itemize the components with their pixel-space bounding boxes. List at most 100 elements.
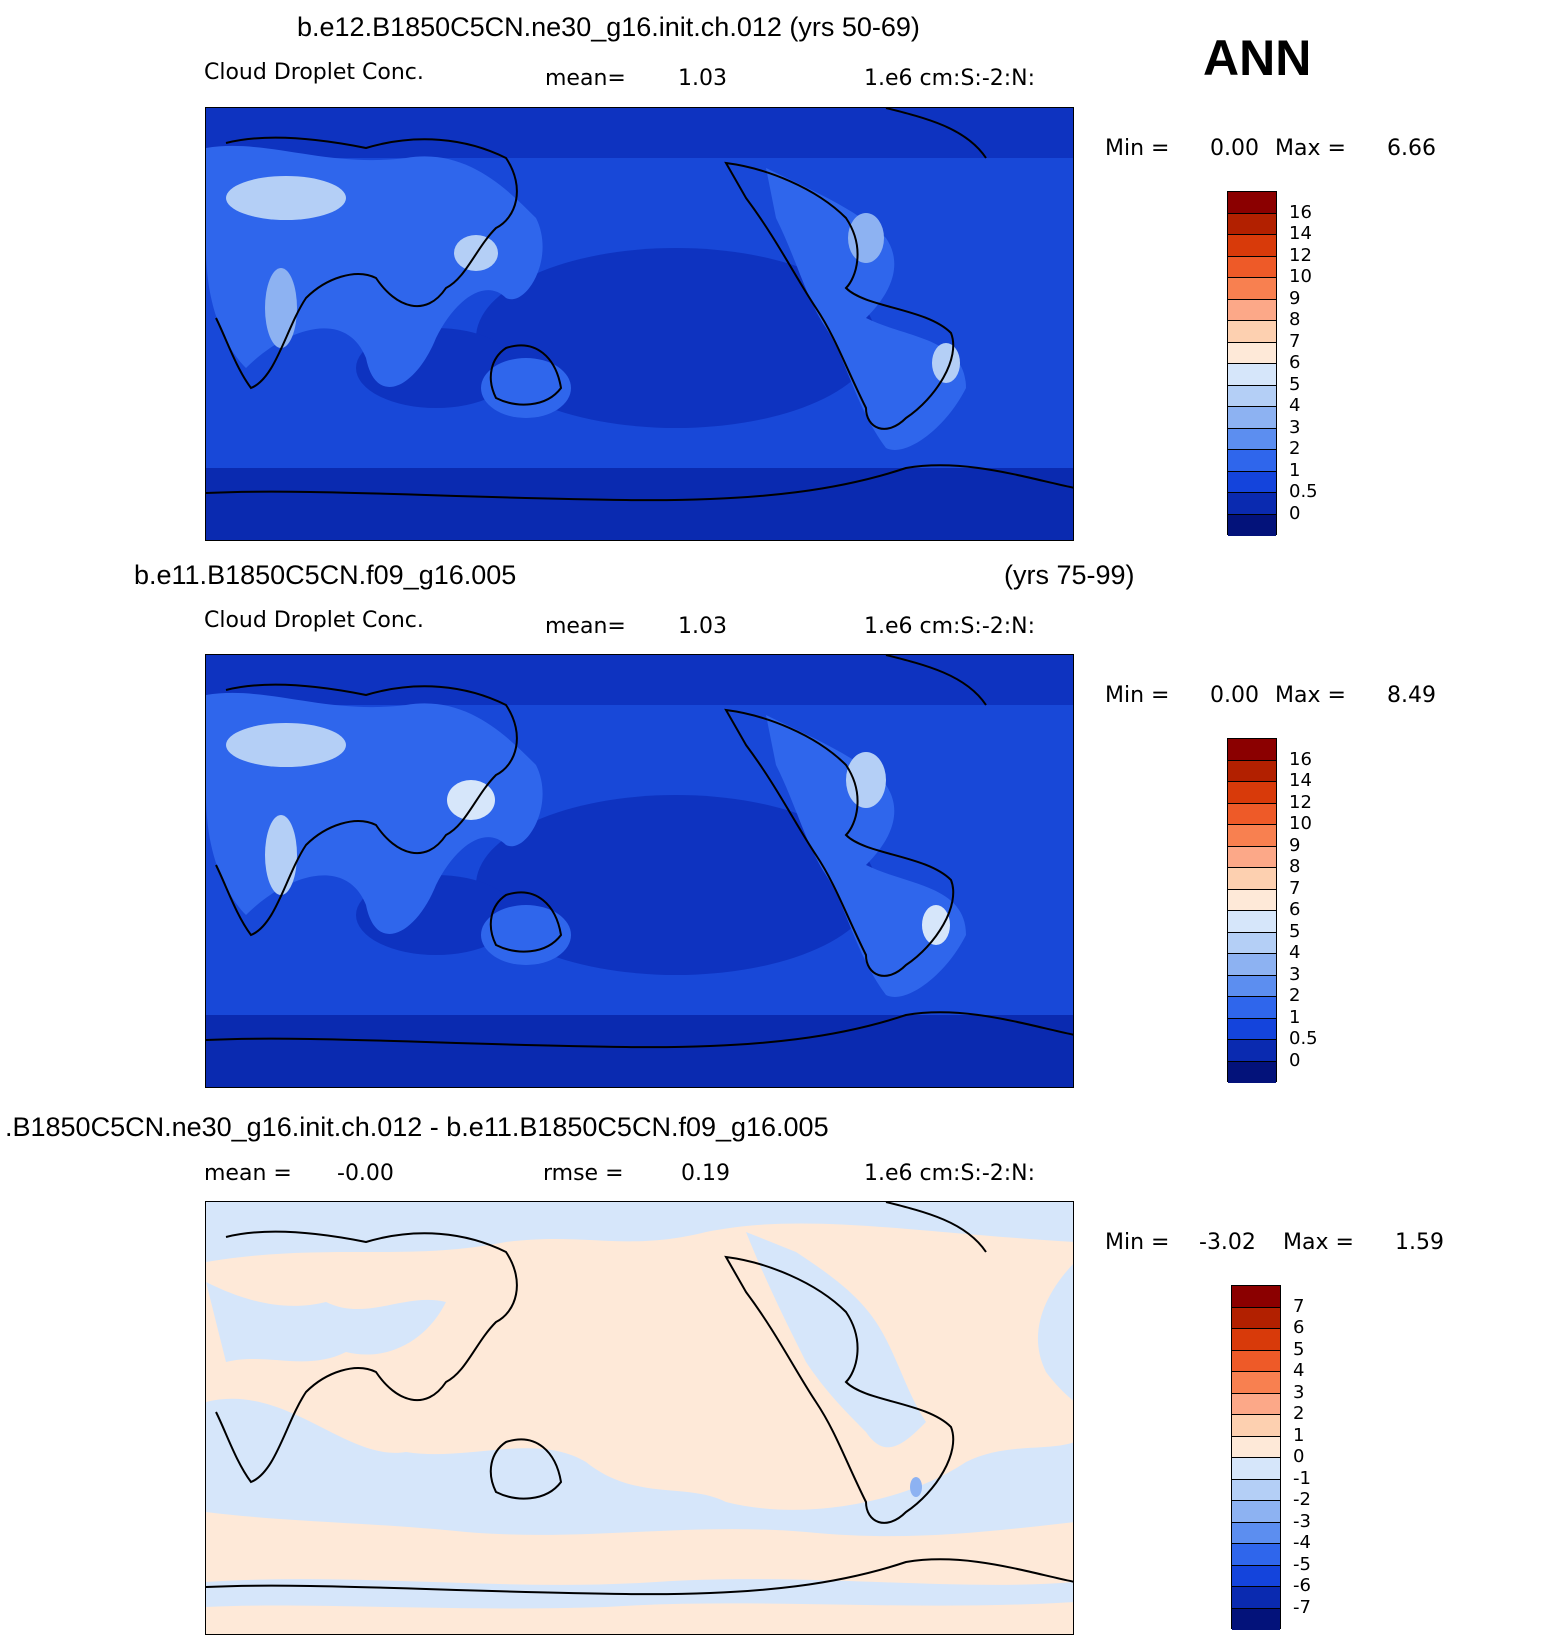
colorbar-tick-label: 5 [1289, 373, 1301, 395]
colorbar-segment [1228, 407, 1276, 429]
colorbar-tick-label: 4 [1289, 395, 1301, 416]
panel-1-colorbar-segments [1228, 192, 1276, 536]
colorbar-tick-label: 2 [1289, 438, 1301, 459]
colorbar-segment [1232, 1307, 1280, 1329]
colorbar-tick-label: 1 [1293, 1424, 1305, 1446]
panel-2-colorbar [1227, 738, 1277, 1083]
colorbar-segment [1232, 1350, 1280, 1372]
colorbar-segment [1232, 1372, 1280, 1394]
colorbar-segment [1232, 1436, 1280, 1458]
diff-negative-southern [206, 1398, 1073, 1537]
colorbar-segment [1228, 450, 1276, 472]
colorbar-segment [1228, 911, 1276, 933]
colorbar-segment [1228, 889, 1276, 911]
colorbar-tick-label: 14 [1289, 223, 1312, 244]
australia-field [481, 905, 571, 965]
colorbar-segment [1228, 299, 1276, 321]
colorbar-segment [1228, 514, 1276, 536]
panel-3-max-value: 1.59 [1395, 1230, 1444, 1255]
panel-2-min-value: 0.00 [1210, 683, 1259, 708]
panel-2-title: b.e11.B1850C5CN.f09_g16.005 [134, 560, 517, 590]
colorbar-tick-label: 8 [1289, 856, 1301, 877]
colorbar-segment [1228, 932, 1276, 954]
colorbar-tick-label: 6 [1289, 352, 1301, 373]
colorbar-tick-label: 0.5 [1289, 1028, 1318, 1049]
panel-3-min-value: -3.02 [1199, 1230, 1256, 1255]
colorbar-segment [1228, 739, 1276, 761]
colorbar-segment [1232, 1565, 1280, 1587]
americas-field [766, 168, 966, 450]
panel-1-min-value: 0.00 [1210, 136, 1259, 161]
colorbar-tick-label: 1 [1289, 459, 1301, 481]
antarctic-band [206, 1015, 1073, 1087]
panel-1-map [205, 107, 1074, 541]
colorbar-segment [1228, 385, 1276, 407]
colorbar-tick-label: 1 [1289, 1006, 1301, 1028]
panel-1-max-label: Max = [1275, 136, 1346, 161]
colorbar-segment [1228, 471, 1276, 493]
arctic-band [206, 108, 1073, 158]
colorbar-segment [1232, 1479, 1280, 1501]
colorbar-tick-label: 9 [1289, 834, 1301, 856]
diff-min-spot [910, 1477, 922, 1497]
colorbar-tick-label: 6 [1289, 899, 1301, 920]
colorbar-segment [1228, 954, 1276, 976]
colorbar-segment [1228, 975, 1276, 997]
colorbar-tick-label: 5 [1293, 1338, 1305, 1360]
colorbar-segment [1228, 493, 1276, 515]
colorbar-segment [1232, 1286, 1280, 1308]
panel-3-units: 1.e6 cm:S:-2:N: [864, 1161, 1036, 1186]
colorbar-tick-label: 7 [1289, 877, 1301, 899]
coastlines [206, 1202, 1073, 1596]
colorbar-segment [1232, 1329, 1280, 1351]
colorbar-segment [1232, 1458, 1280, 1480]
diff-field [206, 1202, 1073, 1634]
australia-field [481, 358, 571, 418]
colorbar-tick-label: 16 [1289, 748, 1312, 770]
colorbar-segment [1228, 1018, 1276, 1040]
colorbar-segment [1232, 1587, 1280, 1609]
us-east-high [848, 213, 884, 263]
colorbar-tick-label: 7 [1293, 1295, 1305, 1317]
colorbar-segment [1228, 846, 1276, 868]
americas-field [766, 715, 966, 997]
colorbar-tick-label: 0.5 [1289, 481, 1318, 502]
us-east-high [846, 752, 886, 808]
panel-2-map-svg [206, 655, 1073, 1087]
colorbar-segment [1232, 1415, 1280, 1437]
panel-3-rmse-label: rmse = [543, 1161, 624, 1186]
colorbar-segment [1228, 803, 1276, 825]
colorbar-tick-label: -5 [1293, 1553, 1311, 1575]
panel-1-max-value: 6.66 [1387, 136, 1436, 161]
panel-1-variable: Cloud Droplet Conc. [204, 60, 424, 85]
colorbar-tick-label: -2 [1293, 1489, 1311, 1510]
colorbar-segment [1228, 782, 1276, 804]
colorbar-segment [1228, 428, 1276, 450]
panel-2-map [205, 654, 1074, 1088]
panel-1-map-svg [206, 108, 1073, 540]
colorbar-tick-label: -1 [1293, 1467, 1311, 1489]
colorbar-segment [1228, 342, 1276, 364]
colorbar-tick-label: 4 [1289, 942, 1301, 963]
diff-negative-atlantic [1038, 1264, 1073, 1401]
colorbar-segment [1228, 825, 1276, 847]
colorbar-segment [1232, 1522, 1280, 1544]
panel-2-units: 1.e6 cm:S:-2:N: [864, 614, 1036, 639]
colorbar-tick-label: 10 [1289, 813, 1312, 834]
colorbar-segment [1228, 1040, 1276, 1062]
panel-3-mean-label: mean = [204, 1161, 292, 1186]
panel-2-min-label: Min = [1105, 683, 1170, 708]
colorbar-tick-label: 8 [1289, 309, 1301, 330]
panel-2-variable: Cloud Droplet Conc. [204, 608, 424, 633]
colorbar-tick-label: 3 [1289, 416, 1301, 438]
brazil-high [932, 343, 960, 383]
coastlines [206, 655, 1073, 1049]
panel-2-colorbar-segments [1228, 739, 1276, 1083]
colorbar-tick-label: 0 [1289, 1049, 1301, 1071]
colorbar-segment [1228, 1061, 1276, 1083]
panel-3-map [205, 1201, 1074, 1635]
colorbar-tick-label: 6 [1293, 1317, 1305, 1338]
colorbar-tick-label: 14 [1289, 770, 1312, 791]
colorbar-tick-label: 3 [1293, 1381, 1305, 1403]
panel-3-colorbar-segments [1232, 1286, 1280, 1630]
